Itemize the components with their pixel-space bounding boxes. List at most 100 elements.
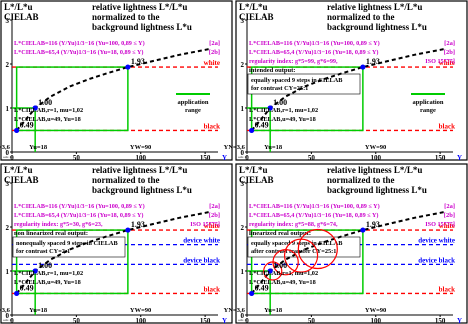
y-tick-label: 1 [241,105,245,113]
chart-subtitle-line: normalized to the [92,175,160,185]
x-tick-label: 0 [10,317,14,324]
x-annotation: YN=3,6 [0,144,11,151]
data-label: 1.00 [38,261,52,270]
data-point [14,127,20,134]
chart-title: CIELAB [4,12,39,22]
x-tick-label: 150 [435,317,446,324]
note-line: after contrast transfer CY=25:1 [251,248,336,255]
chart-subtitle-line: relative lightness L*/L*u [327,2,422,12]
ref-label: [2b] [209,49,220,56]
x-tick-label: 50 [308,154,316,162]
footer-code: odc-1b [238,155,248,159]
formula-line: L*CIELAB=65,4 (Y/Yu)1/3−16 (Yu=18, 0,89 … [249,49,379,56]
note-line: equally spaced 9 steps in CIELAB [251,240,343,247]
device-white-label: device white [183,237,220,245]
chart-subtitle-line: background lightness L*u [327,185,427,195]
x-tick-label: 50 [308,317,316,324]
legend-label: application [177,99,208,106]
x-axis-label: Y [457,154,462,162]
lightness-curve [250,47,447,132]
y-axis-title: L*/L*u [239,2,268,12]
iso-ref: ISO 15775] [425,221,455,228]
x-annotation: YW=90 [365,307,386,314]
chart-subtitle-line: background lightness L*u [92,22,192,32]
x-tick-label: 100 [371,317,382,324]
threshold-circle [297,228,338,270]
data-label: 0.49 [255,120,269,129]
y-tick-label: 0 [241,312,245,320]
x-axis-label: Y [457,317,462,324]
regularity-index: regularity index: g*5=99, g*6=99, [249,58,338,65]
data-label: 1.00 [273,98,287,107]
x-annotation: YN=3,6 [224,307,246,314]
chart-subtitle-line: normalized to the [327,12,395,22]
y-axis-title: L*/L*u [239,165,268,175]
x-tick-label: 100 [136,154,147,162]
regularity-index: regularity index: g*5=88, g*6=74, [249,221,338,228]
annotation: L*CIELAB,u=49, Yu=18 [14,279,81,286]
ref-label: [2a] [209,203,220,210]
ref-label: [2a] [444,203,455,210]
data-point [360,64,366,70]
x-tick-label: 100 [371,154,382,162]
y-tick-label: 3 [241,180,245,188]
y-tick-label: 1 [6,105,10,113]
iso-ref: ISO 15775] [425,58,455,65]
x-tick-label: 100 [136,317,147,324]
y-tick-label: 0 [6,149,10,157]
note-box [247,236,361,258]
y-axis-title: L*/L*u [4,2,33,12]
ref-label: [2b] [444,49,455,56]
y-tick-label: 2 [6,61,10,69]
data-label: 1.93 [131,220,145,229]
white-label: white [204,59,220,67]
data-label: 0.49 [20,120,34,129]
y-tick-label: 3 [6,180,10,188]
x-annotation: Yu=18 [264,307,283,314]
x-annotation: YW=90 [365,144,386,151]
x-tick-label: 0 [245,317,249,324]
annotation: L*CIELAB,r=1, mu=1,02 [14,107,83,114]
annotation: L*CIELAB,r=1, mu=1,02 [14,270,83,277]
chart-subtitle-line: relative lightness L*/L*u [92,2,187,12]
note-line: for contrast CY=25:1 [251,85,308,92]
formula-line: L*CIELAB=116 (Y/Yu)1/3−16 (Yu=100, 0,89 … [249,203,380,210]
x-tick-label: 50 [73,317,81,324]
ref-label: [2a] [209,40,220,47]
note-line: for contrast CY=2:1 [16,248,70,255]
data-label: 1.00 [38,98,52,107]
white-label: white [439,222,455,230]
y-tick-label: 3 [241,17,245,25]
data-point [249,290,255,297]
iso-ref: ISO 15775] [190,221,220,228]
formula-line: L*CIELAB=65,4 (Y/Yu)1/3−16 (Yu=18, 0,89 … [14,49,144,56]
x-annotation: YW=90 [130,307,151,314]
data-label: 1.93 [366,57,380,66]
formula-line: L*CIELAB=65,4 (Y/Yu)1/3−16 (Yu=18, 0,89 … [14,212,144,219]
formula-line: L*CIELAB=116 (Y/Yu)1/3−16 (Yu=100, 0,89 … [14,40,145,47]
ref-label: [2b] [444,212,455,219]
y-tick-label: 3 [6,17,10,25]
formula-line: L*CIELAB=116 (Y/Yu)1/3−16 (Yu=100, 0,89 … [14,203,145,210]
application-range-box [15,66,129,132]
data-point [32,268,38,274]
data-label: 0.49 [255,283,269,292]
black-label: black [204,285,220,293]
x-annotation: Yu=18 [29,144,48,151]
formula-line: L*CIELAB=116 (Y/Yu)1/3−16 (Yu=100, 0,89 … [249,40,380,47]
footer-code: odc-1d [238,318,248,322]
y-axis-title: L*/L*u [4,165,33,175]
white-label: white [439,59,455,67]
device-black-label: device black [183,256,220,264]
ref-label: [2a] [444,40,455,47]
caption: intended output: [249,67,295,74]
footer-code: odc-1a [3,155,13,159]
footer-code: odc-1c [3,318,13,322]
note-line: equally spaced 9 steps in CIELAB [251,77,343,84]
x-tick-label: 0 [245,154,249,162]
black-label: black [439,122,455,130]
chart-subtitle-line: background lightness L*u [92,185,192,195]
